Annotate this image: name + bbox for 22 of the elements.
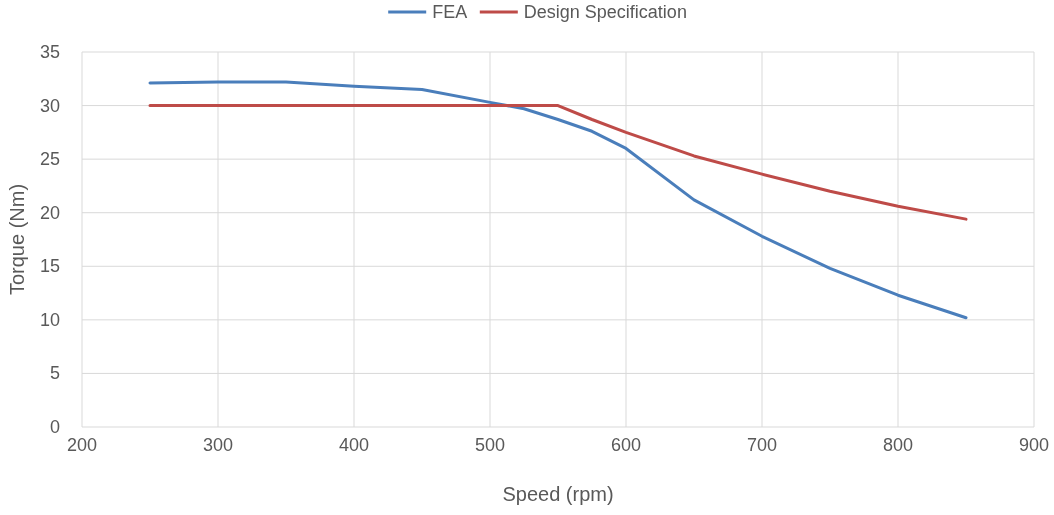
y-tick-label: 5 bbox=[49, 363, 60, 384]
x-tick-label: 500 bbox=[474, 435, 506, 455]
y-tick-label: 15 bbox=[39, 256, 60, 277]
y-tick-label: 0 bbox=[49, 417, 60, 437]
y-tick-label: 10 bbox=[39, 309, 60, 330]
x-axis-title: Speed (rpm) bbox=[502, 483, 614, 505]
x-tick-label: 600 bbox=[610, 435, 642, 455]
y-tick-label: 20 bbox=[39, 202, 60, 223]
y-axis-title: Torque (Nm) bbox=[6, 183, 28, 296]
legend-label: FEA bbox=[432, 2, 468, 22]
x-tick-label: 300 bbox=[202, 435, 234, 455]
x-tick-label: 900 bbox=[1018, 435, 1050, 455]
legend-label: Design Specification bbox=[523, 2, 687, 22]
x-tick-label: 700 bbox=[746, 435, 778, 455]
y-tick-label: 25 bbox=[39, 149, 60, 170]
y-tick-label: 35 bbox=[39, 42, 60, 62]
y-tick-label: 30 bbox=[39, 95, 60, 116]
line-series bbox=[148, 104, 968, 221]
x-tick-label: 400 bbox=[338, 435, 370, 455]
x-tick-label: 200 bbox=[66, 435, 98, 455]
line-series bbox=[148, 80, 968, 320]
x-tick-label: 800 bbox=[882, 435, 914, 455]
